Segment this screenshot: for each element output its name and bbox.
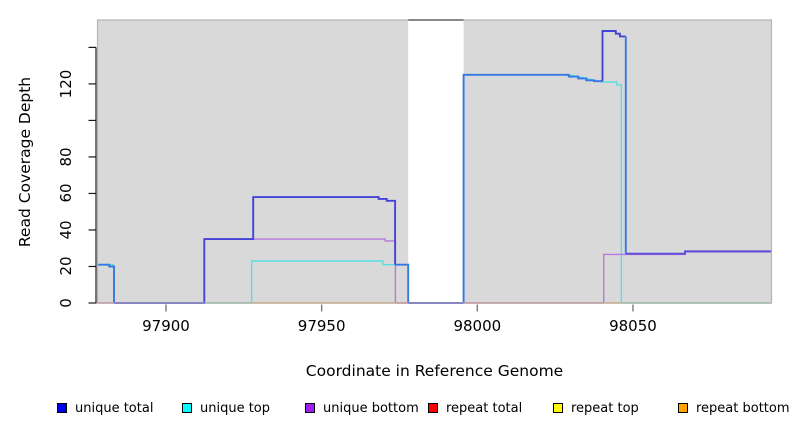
- series-line-unique_total: [625, 250, 772, 255]
- x-axis-title: Coordinate in Reference Genome: [305, 362, 564, 380]
- series-line-unique_top: [250, 260, 409, 303]
- y-tick-label: 0: [57, 298, 75, 308]
- x-tick-label: 97900: [142, 317, 190, 335]
- series-line-unique_total: [601, 30, 626, 82]
- legend-swatch-icon: [182, 403, 192, 413]
- legend-label: unique total: [75, 400, 154, 416]
- legend-item-repeat-top: repeat top: [553, 400, 639, 416]
- legend-swatch-icon: [428, 403, 438, 413]
- y-tick-label: 20: [57, 256, 75, 277]
- legend-swatch-icon: [57, 403, 67, 413]
- legend-swatch-icon: [553, 403, 563, 413]
- y-axis-title: Read Coverage Depth: [16, 76, 34, 247]
- legend-label: unique top: [200, 400, 271, 416]
- series-line-unique_total: [114, 196, 397, 304]
- legend-item-repeat-bottom: repeat bottom: [678, 400, 790, 416]
- y-tick-label: 60: [57, 183, 75, 203]
- legend-label: repeat bottom: [696, 400, 790, 416]
- y-tick-label: 40: [57, 220, 75, 240]
- series-line-unique_total: [395, 263, 410, 303]
- y-tick-label: 80: [57, 147, 75, 167]
- legend-label: repeat total: [446, 400, 523, 416]
- legend-item-repeat-total: repeat total: [428, 400, 523, 416]
- y-tick-label: 120: [57, 69, 75, 99]
- legend-item-unique-total: unique total: [57, 400, 154, 416]
- legend-label: unique bottom: [323, 400, 419, 416]
- series-line-unique_total: [97, 263, 115, 303]
- legend-swatch-icon: [305, 403, 315, 413]
- x-tick-label: 98050: [609, 317, 657, 335]
- legend-item-unique-top: unique top: [182, 400, 271, 416]
- x-tick-label: 98000: [453, 317, 502, 335]
- legend-label: repeat top: [571, 400, 639, 416]
- x-tick-label: 97950: [297, 317, 346, 335]
- legend-item-unique-bottom: unique bottom: [305, 400, 419, 416]
- series-line-unique_total: [462, 73, 603, 303]
- alignment-gap-band: [408, 20, 464, 303]
- legend-swatch-icon: [678, 403, 688, 413]
